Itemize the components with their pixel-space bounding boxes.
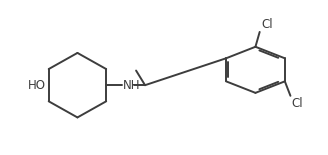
Text: HO: HO bbox=[28, 79, 46, 92]
Text: Cl: Cl bbox=[292, 97, 303, 110]
Text: Cl: Cl bbox=[261, 18, 273, 31]
Text: NH: NH bbox=[123, 79, 141, 92]
